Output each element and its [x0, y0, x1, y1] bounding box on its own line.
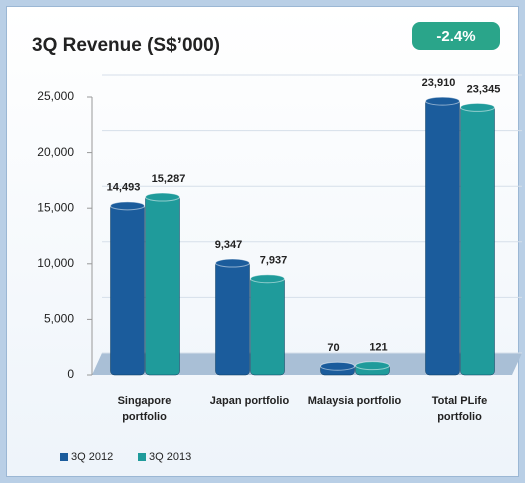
legend-label: 3Q 2012 — [71, 451, 113, 463]
y-tick-label: 5,000 — [44, 312, 74, 326]
chart-page: 3Q Revenue (S$’000) -2.4% 0 5,000 10,000 15… — [0, 0, 525, 483]
legend-swatch — [60, 453, 68, 461]
x-tick-label: Total PLife portfolio — [412, 393, 508, 425]
legend-label: 3Q 2013 — [149, 451, 191, 463]
y-tick-label: 10,000 — [37, 256, 74, 270]
value-label: 9,347 — [215, 239, 243, 251]
bar — [111, 204, 145, 375]
bar-top — [251, 275, 285, 283]
y-tick-label: 15,000 — [37, 200, 74, 214]
bar-top — [111, 202, 145, 210]
bar-top — [461, 103, 495, 111]
y-tick-label: 0 — [67, 367, 74, 381]
value-label: 23,910 — [422, 77, 456, 89]
value-label: 121 — [369, 342, 387, 354]
value-label: 23,345 — [467, 83, 501, 95]
annotation: -2.4% — [436, 28, 475, 45]
legend-swatch — [138, 453, 146, 461]
x-tick-label: Singapore portfolio — [97, 393, 193, 425]
x-tick-label: Malaysia portfolio — [307, 393, 403, 409]
bar-top — [426, 97, 460, 105]
value-label: 70 — [327, 342, 339, 354]
bar — [251, 277, 285, 375]
y-tick-label: 25,000 — [37, 89, 74, 103]
value-label: 7,937 — [260, 255, 288, 267]
bar — [426, 99, 460, 375]
bar-top — [321, 362, 355, 370]
chart-title: 3Q Revenue (S$’000) — [32, 35, 220, 56]
bar — [461, 105, 495, 375]
x-tick-label: Japan portfolio — [202, 393, 298, 409]
value-label: 15,287 — [152, 173, 186, 185]
value-label: 14,493 — [107, 182, 141, 194]
bar-top — [216, 259, 250, 267]
bar-top — [146, 193, 180, 201]
bar — [146, 195, 180, 375]
bar-top — [356, 362, 390, 370]
bar — [216, 261, 250, 375]
y-tick-label: 20,000 — [37, 145, 74, 159]
